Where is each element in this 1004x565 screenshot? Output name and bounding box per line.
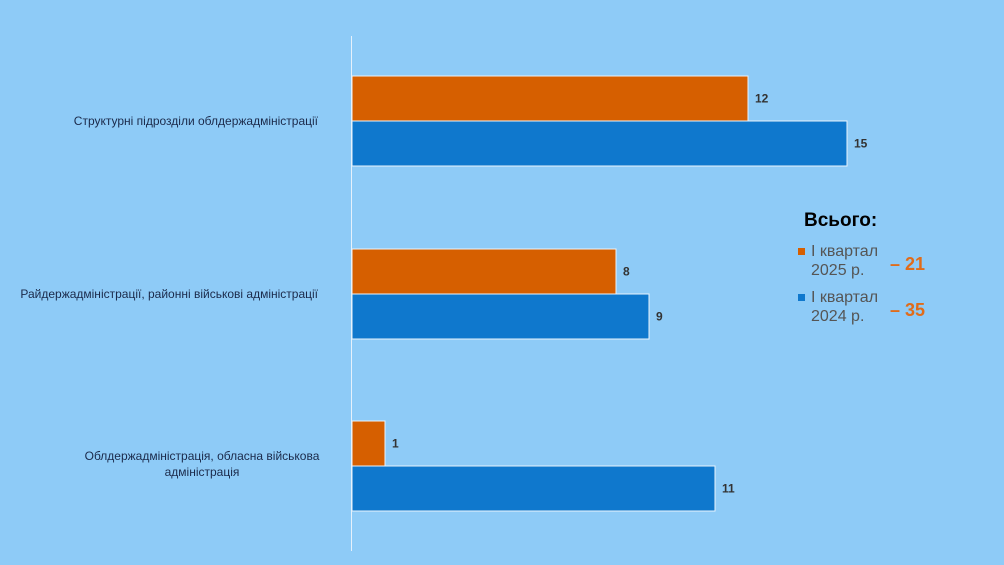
category-label-0: Структурні підрозділи облдержадміністрац… [74,114,319,128]
data-label-2024-cat-2: 11 [722,482,735,496]
bar-2024-cat-0 [351,120,848,167]
legend-label-2025: І квартал 2025 р. [811,242,891,280]
legend-label-2025-line2: 2025 р. [811,262,865,279]
bar-2025-cat-2 [351,420,386,467]
data-label-2025-cat-1: 8 [623,265,630,279]
legend-total-2025: – 21 [890,254,926,274]
category-label-2: Облдержадміністрація, обласна військова а… [85,449,320,479]
data-label-2025-cat-0: 12 [755,92,769,106]
bar-2024-cat-2 [351,465,716,512]
legend-title: Всього: [804,210,878,231]
legend: Всього: І квартал 2025 р. – 21 І квартал… [792,210,992,334]
legend-label-2024: І квартал 2024 р. [811,288,891,326]
legend-label-2024-line1: І квартал [811,289,879,306]
bar-2025-cat-1 [351,248,617,295]
legend-label-2025-line1: І квартал [811,243,879,260]
legend-item-2024: І квартал 2024 р. – 35 [792,288,992,334]
legend-total-2024: – 35 [890,300,926,320]
legend-item-2025: І квартал 2025 р. – 21 [792,242,992,288]
data-label-2025-cat-2: 1 [392,437,399,451]
data-label-2024-cat-1: 9 [656,310,663,324]
bar-2024-cat-1 [351,293,650,340]
legend-label-2024-line2: 2024 р. [811,308,865,325]
legend-swatch-2024 [798,294,805,301]
bar-2025-cat-0 [351,75,749,122]
data-label-2024-cat-0: 15 [854,137,868,151]
category-label-1: Райдержадміністрації, районні військові … [20,287,318,301]
legend-swatch-2025 [798,248,805,255]
